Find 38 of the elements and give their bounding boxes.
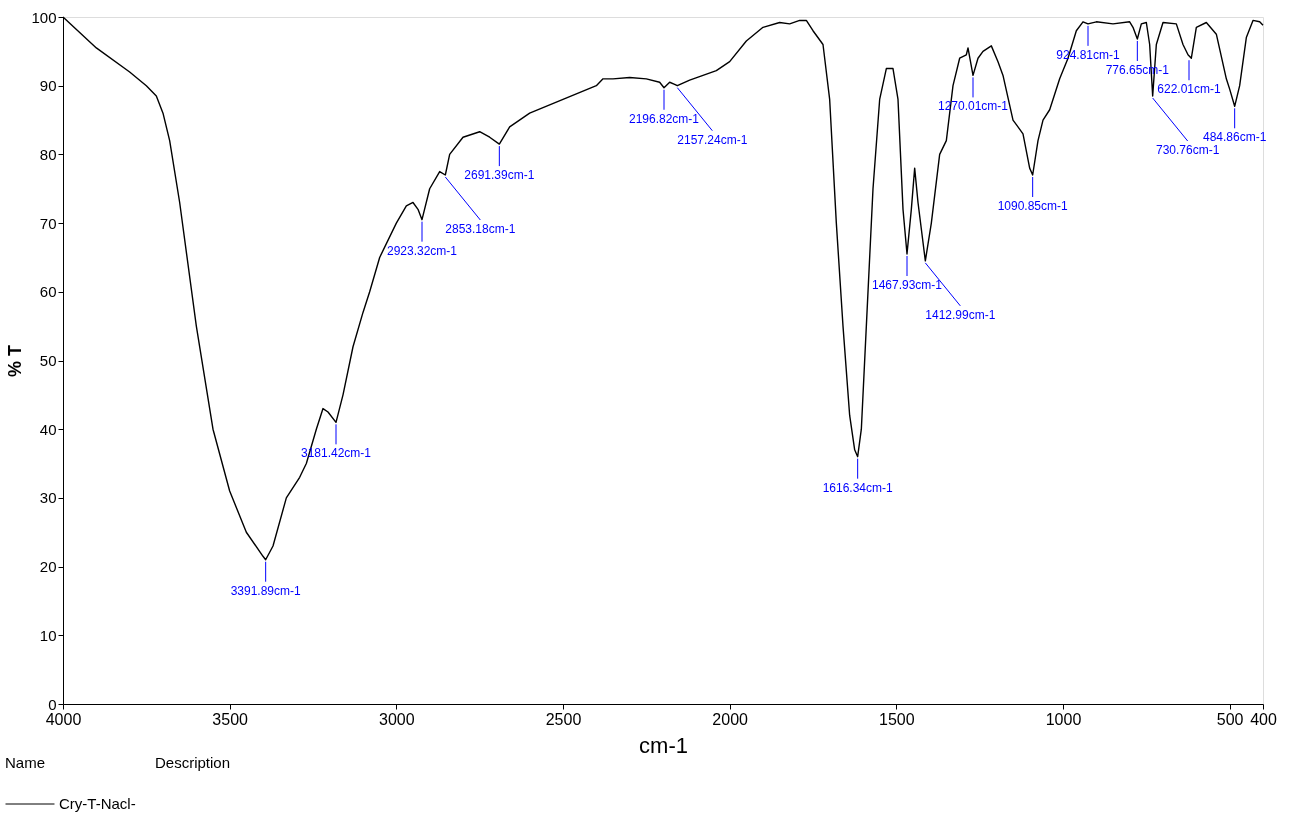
x-tick-label: 4000 xyxy=(45,710,82,728)
legend-title: Name xyxy=(5,754,46,771)
y-tick-label: 60 xyxy=(39,283,57,301)
y-tick-label: 80 xyxy=(39,145,57,163)
annotation: 484.86cm-1 xyxy=(1202,130,1267,145)
annotation: 1090.85cm-1 xyxy=(997,199,1069,214)
y-tick-label: 70 xyxy=(39,214,57,232)
x-axis-title: cm-1 xyxy=(639,732,688,758)
annotation: 2923.32cm-1 xyxy=(386,243,458,258)
y-tick-label: 0 xyxy=(48,695,57,713)
y-tick-label: 50 xyxy=(39,352,57,369)
annotation: 1412.99cm-1 xyxy=(925,307,996,322)
x-tick-label: 2000 xyxy=(712,710,749,728)
annotation: 2157.24cm-1 xyxy=(677,132,748,147)
x-tick-label: 3000 xyxy=(379,710,415,728)
annotation: 1616.34cm-1 xyxy=(822,480,894,495)
annotation: 730.76cm-1 xyxy=(1155,143,1220,158)
y-tick-label: 10 xyxy=(39,626,57,644)
annotation: 1467.93cm-1 xyxy=(871,278,943,293)
y-tick-label: 40 xyxy=(39,420,57,438)
x-tick-label: 500 xyxy=(1216,710,1244,728)
annotation: 2196.82cm-1 xyxy=(628,111,700,126)
y-tick-label: 100 xyxy=(31,8,57,26)
legend-label: Cry-T-Nacl- xyxy=(59,795,136,812)
y-axis-title: % T xyxy=(5,344,26,378)
annotation: 622.01cm-1 xyxy=(1157,82,1222,97)
text: Description xyxy=(155,754,231,771)
x-tick-label: 1000 xyxy=(1045,710,1082,728)
annotation: 2691.39cm-1 xyxy=(464,168,535,183)
annotation: 2853.18cm-1 xyxy=(445,222,516,237)
x-tick-label: 2500 xyxy=(545,710,582,728)
y-tick-label: 20 xyxy=(39,558,57,576)
annotation: 3391.89cm-1 xyxy=(230,583,302,598)
x-tick-label: 1500 xyxy=(879,710,915,728)
y-tick-label: 30 xyxy=(39,489,57,507)
x-tick-label: 3500 xyxy=(212,710,249,728)
x-tick-label: 400 xyxy=(1250,710,1277,728)
y-tick-label: 90 xyxy=(39,77,57,95)
